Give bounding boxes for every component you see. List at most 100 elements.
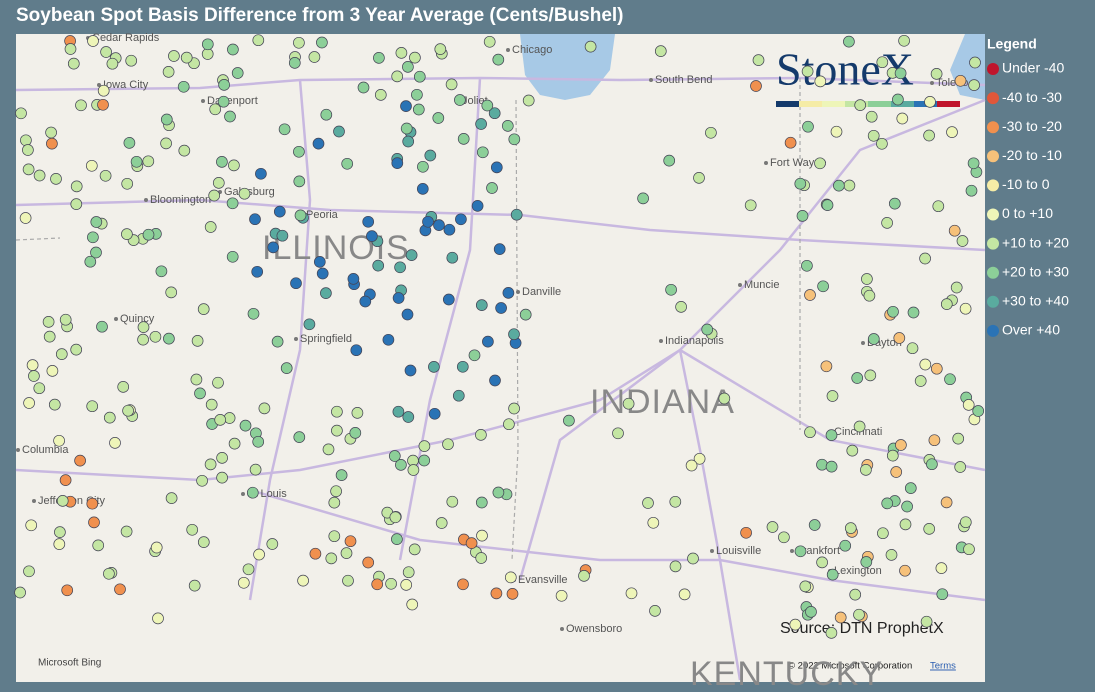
terms-link[interactable]: Terms — [930, 661, 956, 672]
station — [843, 35, 855, 48]
station — [508, 328, 520, 341]
station — [445, 78, 458, 91]
station — [313, 256, 326, 268]
station — [197, 536, 210, 548]
legend-label: -10 to 0 — [1002, 176, 1050, 192]
legend-title: Legend — [987, 36, 1037, 52]
station — [130, 155, 143, 168]
station — [940, 496, 953, 509]
station — [266, 538, 279, 550]
station — [894, 67, 907, 80]
station — [54, 526, 66, 538]
station — [654, 45, 667, 57]
station — [967, 157, 980, 170]
city-dot — [294, 337, 298, 341]
station — [778, 531, 790, 544]
legend-label: Over +40 — [1002, 322, 1060, 338]
station — [196, 474, 208, 487]
station — [231, 67, 244, 79]
station — [186, 523, 199, 536]
city-dot — [144, 198, 148, 202]
station — [293, 145, 305, 158]
city-dot — [861, 341, 865, 345]
station — [820, 360, 833, 373]
station — [750, 80, 762, 92]
station — [224, 110, 236, 123]
station — [476, 529, 488, 542]
station — [789, 618, 802, 631]
station — [121, 177, 134, 190]
legend-label: -20 to -10 — [1002, 147, 1062, 163]
station — [904, 482, 917, 494]
station — [794, 545, 807, 558]
station — [359, 295, 372, 308]
station — [412, 103, 425, 116]
city-label: Evansville — [518, 574, 568, 586]
station — [888, 197, 901, 210]
station — [805, 606, 817, 618]
station — [373, 52, 385, 64]
station — [744, 199, 757, 212]
station — [205, 398, 218, 411]
station — [142, 155, 155, 168]
city-dot — [32, 499, 36, 503]
station — [814, 157, 826, 170]
station — [160, 137, 172, 150]
station — [972, 405, 985, 417]
station — [919, 252, 931, 265]
station — [864, 369, 877, 382]
station — [687, 552, 699, 565]
station — [456, 360, 469, 373]
station — [962, 399, 975, 411]
station — [701, 323, 714, 336]
station — [920, 615, 933, 628]
city-label: Lexington — [834, 565, 882, 577]
station — [276, 229, 289, 242]
city-label: Cedar Rapids — [92, 32, 160, 44]
station — [204, 458, 217, 471]
station — [19, 212, 32, 224]
station — [740, 526, 752, 539]
station — [475, 118, 487, 130]
station — [293, 175, 306, 188]
legend-swatch — [987, 208, 999, 221]
station — [851, 372, 864, 384]
station — [45, 126, 57, 139]
station — [409, 51, 421, 64]
station — [48, 398, 61, 411]
station — [201, 38, 214, 51]
station — [209, 103, 222, 116]
logo-stripe — [776, 101, 799, 107]
city-dot — [659, 339, 663, 343]
station — [372, 259, 385, 272]
city-label: Springfield — [300, 333, 352, 345]
station — [794, 177, 807, 190]
station — [563, 414, 575, 427]
station — [23, 397, 35, 409]
station — [15, 107, 27, 120]
station — [395, 459, 407, 471]
station — [457, 133, 470, 145]
station — [816, 458, 828, 471]
station — [482, 335, 494, 348]
station — [255, 167, 267, 180]
station — [92, 539, 105, 552]
station — [678, 588, 691, 601]
station — [471, 200, 484, 212]
station — [854, 99, 867, 111]
station — [508, 133, 521, 146]
station — [351, 407, 364, 419]
station — [963, 543, 975, 556]
station — [190, 373, 203, 386]
station — [490, 161, 503, 174]
station — [75, 99, 87, 112]
station — [907, 306, 920, 319]
station — [246, 486, 259, 499]
station — [165, 286, 178, 299]
station — [940, 298, 953, 310]
station — [432, 112, 445, 124]
station — [434, 43, 447, 55]
station — [555, 589, 568, 602]
station — [74, 454, 86, 467]
station — [502, 287, 515, 299]
